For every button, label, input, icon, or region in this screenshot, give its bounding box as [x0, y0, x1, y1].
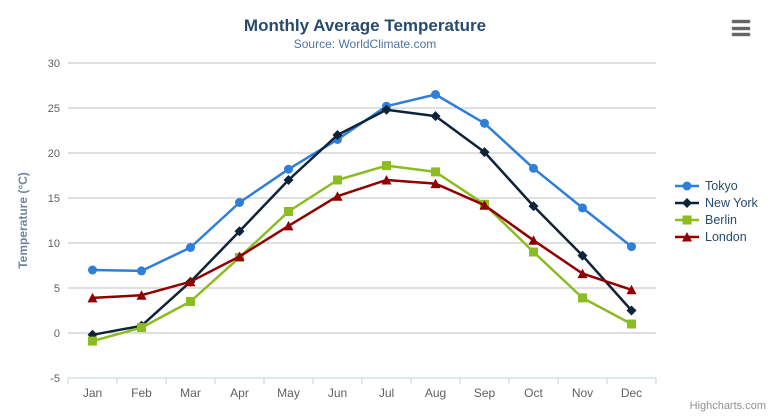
- data-point-london-may[interactable]: [283, 220, 294, 231]
- data-point-new-york-may[interactable]: [283, 175, 294, 185]
- x-axis-tick-label: Dec: [621, 386, 642, 400]
- data-point-berlin-aug[interactable]: [431, 167, 440, 177]
- y-axis-title: Temperature (°C): [16, 172, 30, 269]
- data-point-berlin-oct[interactable]: [529, 247, 538, 257]
- data-point-london-nov[interactable]: [577, 268, 588, 279]
- x-axis-tick-label: Oct: [524, 386, 543, 400]
- data-point-berlin-may[interactable]: [284, 207, 293, 216]
- data-point-new-york-oct[interactable]: [528, 201, 539, 212]
- hamburger-menu-icon[interactable]: [731, 19, 753, 37]
- y-axis-tick-label: 30: [48, 58, 60, 70]
- y-axis-tick-label: -5: [50, 373, 60, 385]
- data-point-london-jul[interactable]: [381, 175, 392, 185]
- data-point-london-jun[interactable]: [332, 191, 343, 201]
- x-axis-tick-label: Jun: [328, 386, 347, 400]
- highcharts-credit-link[interactable]: Highcharts.com: [689, 400, 766, 412]
- chart-subtitle: Source: WorldClimate.com: [293, 37, 437, 51]
- data-point-berlin-jun[interactable]: [333, 175, 342, 185]
- data-point-tokyo-oct[interactable]: [529, 163, 538, 173]
- data-point-tokyo-dec[interactable]: [627, 242, 636, 252]
- series-line-new-york[interactable]: [91, 108, 633, 337]
- square-legend-marker-icon: [675, 215, 699, 224]
- circle-legend-marker-icon: [675, 181, 699, 190]
- y-axis-tick-label: 0: [54, 328, 60, 340]
- data-point-london-sep[interactable]: [479, 200, 490, 210]
- legend-label: Berlin: [705, 212, 737, 227]
- data-point-new-york-nov[interactable]: [577, 250, 588, 261]
- data-point-berlin-nov[interactable]: [578, 293, 587, 303]
- x-axis-tick-label: Jul: [379, 386, 394, 400]
- data-point-london-dec[interactable]: [626, 284, 637, 295]
- data-point-tokyo-nov[interactable]: [578, 203, 587, 213]
- hamburger-bar: [732, 26, 750, 30]
- chart-title: Monthly Average Temperature: [243, 16, 487, 35]
- x-axis-tick-label: Feb: [131, 386, 152, 400]
- y-axis-tick-label: 15: [48, 193, 60, 205]
- x-axis-tick-label: May: [277, 386, 300, 400]
- data-point-tokyo-mar[interactable]: [186, 243, 195, 252]
- y-axis-tick-label: 25: [48, 103, 60, 115]
- data-point-london-mar[interactable]: [185, 276, 196, 287]
- data-point-tokyo-apr[interactable]: [235, 198, 244, 207]
- data-point-london-jan[interactable]: [87, 292, 98, 303]
- hamburger-bar: [732, 33, 750, 36]
- legend-label: London: [705, 229, 747, 244]
- x-axis-tick-label: Aug: [425, 386, 446, 400]
- data-point-berlin-mar[interactable]: [186, 297, 195, 306]
- diamond-legend-marker-icon: [675, 197, 699, 208]
- series-line-tokyo[interactable]: [91, 93, 633, 273]
- data-point-berlin-jan[interactable]: [88, 336, 97, 346]
- legend-label: New York: [705, 195, 758, 210]
- legend-item-berlin[interactable]: Berlin: [674, 211, 758, 228]
- hamburger-bar: [732, 20, 750, 23]
- data-point-berlin-jul[interactable]: [382, 161, 391, 171]
- data-point-new-york-apr[interactable]: [234, 226, 245, 237]
- legend-item-tokyo[interactable]: Tokyo: [674, 177, 758, 194]
- series-line-london[interactable]: [91, 178, 633, 300]
- data-point-london-feb[interactable]: [136, 290, 147, 300]
- data-point-london-aug[interactable]: [430, 178, 441, 189]
- legend-item-london[interactable]: London: [674, 228, 758, 245]
- x-axis-tick-label: Mar: [180, 386, 201, 400]
- y-axis-tick-label: 10: [48, 238, 60, 250]
- data-point-london-apr[interactable]: [234, 251, 245, 262]
- data-point-new-york-jun[interactable]: [332, 130, 343, 140]
- legend-label: Tokyo: [705, 178, 738, 193]
- y-axis-tick-label: 5: [54, 283, 60, 295]
- triangle-legend-marker-icon: [675, 231, 699, 241]
- data-point-tokyo-feb[interactable]: [137, 266, 146, 276]
- x-axis-tick-label: Sep: [474, 386, 496, 400]
- data-point-berlin-feb[interactable]: [137, 323, 146, 333]
- data-point-tokyo-jan[interactable]: [88, 265, 97, 275]
- data-point-tokyo-sep[interactable]: [480, 118, 489, 128]
- y-axis-tick-label: 20: [48, 148, 60, 160]
- data-point-new-york-jul[interactable]: [381, 104, 392, 115]
- data-point-tokyo-aug[interactable]: [431, 90, 440, 99]
- data-point-tokyo-may[interactable]: [284, 164, 293, 174]
- data-point-new-york-sep[interactable]: [479, 147, 490, 158]
- x-axis-tick-label: Nov: [572, 386, 593, 400]
- data-point-berlin-dec[interactable]: [627, 319, 636, 329]
- series-line-berlin[interactable]: [91, 164, 633, 343]
- data-point-new-york-dec[interactable]: [626, 305, 637, 316]
- x-axis-tick-label: Apr: [230, 386, 249, 400]
- x-axis-tick-label: Jan: [83, 386, 102, 400]
- chart-legend: Tokyo New York Berlin London: [674, 177, 758, 245]
- data-point-london-oct[interactable]: [528, 235, 539, 245]
- legend-item-new-york[interactable]: New York: [674, 194, 758, 211]
- data-point-new-york-aug[interactable]: [430, 111, 441, 122]
